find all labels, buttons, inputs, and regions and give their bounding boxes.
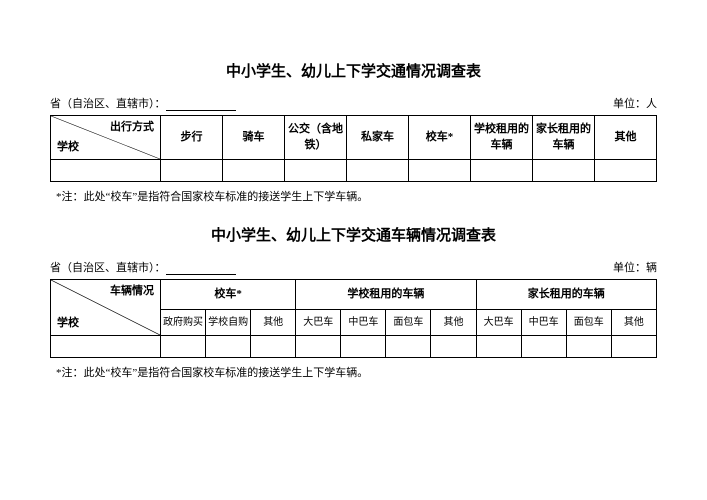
meta-left-prefix: 省（自治区、直辖市）：	[50, 262, 166, 274]
col-header: 骑车	[223, 116, 285, 160]
diag-header-cell: 车辆情况 学校	[51, 280, 161, 336]
diag-top-label: 车辆情况	[110, 284, 154, 299]
col-header: 公交（含地铁）	[285, 116, 347, 160]
sub-col-header: 大巴车	[296, 310, 341, 336]
sub-col-header: 中巴车	[341, 310, 386, 336]
sub-col-header: 政府购买	[161, 310, 206, 336]
group-header: 学校租用的车辆	[296, 280, 476, 310]
table2-meta: 省（自治区、直辖市）： 单位：辆	[50, 259, 657, 275]
diag-bottom-label: 学校	[57, 140, 79, 155]
sub-col-header: 其他	[431, 310, 476, 336]
diag-bottom-label: 学校	[57, 316, 79, 331]
table-row	[51, 336, 657, 358]
col-header: 校车*	[409, 116, 471, 160]
table1-meta: 省（自治区、直辖市）： 单位：人	[50, 95, 657, 111]
sub-col-header: 面包车	[566, 310, 611, 336]
table-row	[51, 160, 657, 182]
table1-note: *注：此处“校车”是指符合国家校车标准的接送学生上下学车辆。	[56, 188, 657, 204]
sub-col-header: 中巴车	[521, 310, 566, 336]
group-header: 校车*	[161, 280, 296, 310]
diag-header-cell: 出行方式 学校	[51, 116, 161, 160]
meta-left-prefix: 省（自治区、直辖市）：	[50, 98, 166, 110]
sub-col-header: 大巴车	[476, 310, 521, 336]
sub-col-header: 其他	[251, 310, 296, 336]
sub-col-header: 面包车	[386, 310, 431, 336]
table1-meta-right: 单位：人	[613, 95, 657, 111]
blank-fill	[166, 263, 236, 275]
table2-note: *注：此处“校车”是指符合国家校车标准的接送学生上下学车辆。	[56, 364, 657, 380]
survey-table-2: 车辆情况 学校 校车* 学校租用的车辆 家长租用的车辆 政府购买 学校自购 其他…	[50, 279, 657, 358]
survey-table-1: 出行方式 学校 步行 骑车 公交（含地铁） 私家车 校车* 学校租用的车辆 家长…	[50, 115, 657, 182]
col-header: 其他	[595, 116, 657, 160]
group-header: 家长租用的车辆	[476, 280, 656, 310]
col-header: 步行	[161, 116, 223, 160]
table2-title: 中小学生、幼儿上下学交通车辆情况调查表	[50, 224, 657, 245]
sub-col-header: 学校自购	[206, 310, 251, 336]
col-header: 学校租用的车辆	[471, 116, 533, 160]
col-header: 家长租用的车辆	[533, 116, 595, 160]
diag-top-label: 出行方式	[110, 120, 154, 135]
table1-title: 中小学生、幼儿上下学交通情况调查表	[50, 60, 657, 81]
blank-fill	[166, 99, 236, 111]
table2-meta-left: 省（自治区、直辖市）：	[50, 259, 236, 275]
table2-meta-right: 单位：辆	[613, 259, 657, 275]
table1-meta-left: 省（自治区、直辖市）：	[50, 95, 236, 111]
col-header: 私家车	[347, 116, 409, 160]
sub-col-header: 其他	[611, 310, 656, 336]
